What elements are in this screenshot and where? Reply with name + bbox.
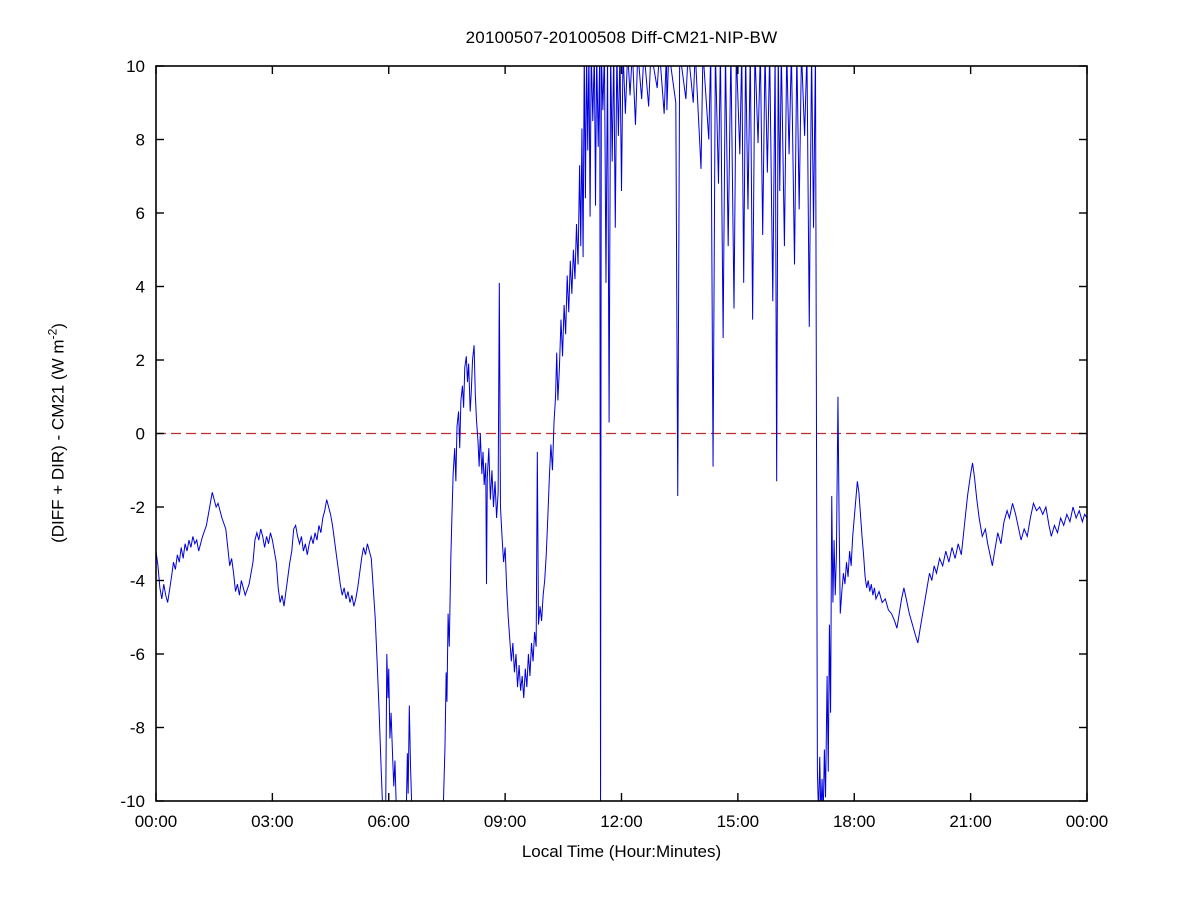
x-tick-label: 15:00 bbox=[717, 812, 760, 831]
y-tick-label: -6 bbox=[130, 645, 145, 664]
y-tick-label: 10 bbox=[126, 57, 145, 76]
x-tick-label: 09:00 bbox=[484, 812, 527, 831]
y-tick-label: -8 bbox=[130, 719, 145, 738]
x-tick-label: 21:00 bbox=[949, 812, 992, 831]
diff-plus-dir-minus-cm21 bbox=[156, 66, 1087, 801]
axes-box bbox=[155, 65, 1088, 802]
y-tick-label: -2 bbox=[130, 498, 145, 517]
x-tick-label: 03:00 bbox=[251, 812, 294, 831]
y-tick-label: 6 bbox=[136, 204, 145, 223]
x-tick-label: 18:00 bbox=[833, 812, 876, 831]
x-tick-label: 06:00 bbox=[367, 812, 410, 831]
y-tick-label: 0 bbox=[136, 425, 145, 444]
x-tick-label: 00:00 bbox=[135, 812, 178, 831]
x-tick-label: 00:00 bbox=[1066, 812, 1109, 831]
y-tick-label: 4 bbox=[136, 278, 145, 297]
y-tick-label: 8 bbox=[136, 131, 145, 150]
series-group bbox=[156, 66, 1087, 801]
y-tick-label: 2 bbox=[136, 351, 145, 370]
chart-title: 20100507-20100508 Diff-CM21-NIP-BW bbox=[465, 28, 778, 47]
y-tick-label: -10 bbox=[120, 792, 145, 811]
x-tick-label: 12:00 bbox=[600, 812, 643, 831]
x-axis-label: Local Time (Hour:Minutes) bbox=[521, 842, 722, 861]
y-tick-label: -4 bbox=[130, 572, 145, 591]
